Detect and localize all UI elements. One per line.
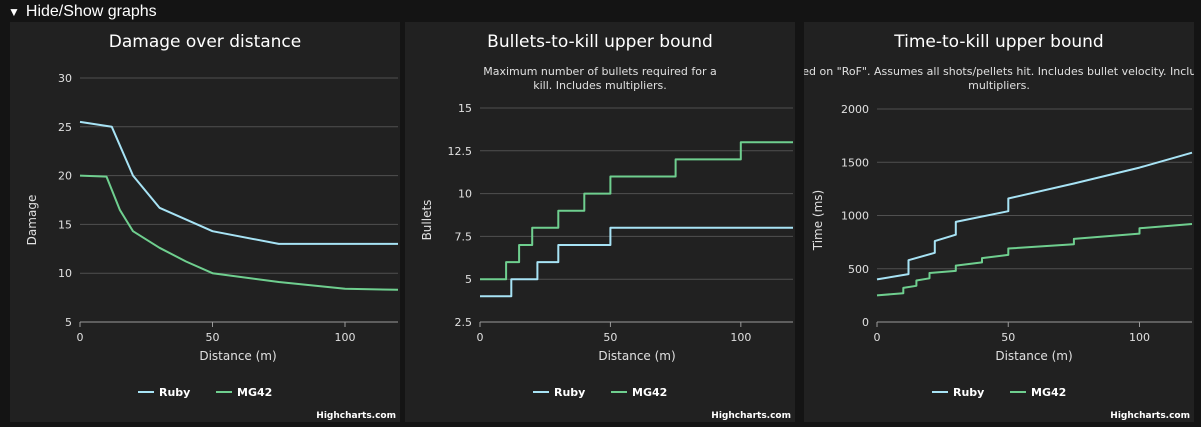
y-tick-label: 15 <box>458 102 472 115</box>
y-tick-label: 7.5 <box>455 230 473 243</box>
y-tick-label: 20 <box>58 170 72 183</box>
legend-label: Ruby <box>953 386 984 399</box>
x-axis-label: Distance (m) <box>995 349 1072 363</box>
chart-bullets-svg: Bullets-to-kill upper bound Maximum numb… <box>420 32 793 421</box>
y-tick-label: 12.5 <box>448 145 473 158</box>
chart-panel-time: Time-to-kill upper bound Based on "RoF".… <box>804 22 1194 422</box>
y-tick-label: 10 <box>58 267 72 280</box>
legend-label: MG42 <box>632 386 667 399</box>
y-tick-label: 25 <box>58 121 72 134</box>
y-tick-label: 500 <box>848 263 869 276</box>
legend-label: Ruby <box>159 386 190 399</box>
legend-item-ruby[interactable]: Ruby <box>533 386 585 399</box>
legend-item-mg42[interactable]: MG42 <box>216 386 272 399</box>
y-tick-label: 1500 <box>841 156 869 169</box>
y-axis-label: Time (ms) <box>811 190 825 252</box>
legend-label: MG42 <box>1031 386 1066 399</box>
y-tick-label: 5 <box>465 273 472 286</box>
y-tick-label: 2000 <box>841 103 869 116</box>
series-line-ruby[interactable] <box>79 120 398 245</box>
legend-item-ruby[interactable]: Ruby <box>138 386 190 399</box>
x-tick-label: 100 <box>1129 331 1150 344</box>
x-tick-label: 100 <box>335 331 356 344</box>
x-tick-label: 50 <box>206 331 220 344</box>
triangle-down-icon: ▼ <box>8 5 20 19</box>
chart-panel-damage: Damage over distance 5 10 15 20 25 30 0 50 100 D… <box>10 22 400 422</box>
toggle-label: Hide/Show graphs <box>25 3 157 20</box>
chart-panel-bullets: Bullets-to-kill upper bound Maximum numb… <box>405 22 795 422</box>
series-line-mg42[interactable] <box>876 223 1193 297</box>
hide-show-graphs-toggle[interactable]: ▼ Hide/Show graphs <box>8 3 157 21</box>
chart-subtitle-line1: Based on "RoF". Assumes all shots/pellet… <box>804 65 1194 78</box>
y-tick-label: 1000 <box>841 210 869 223</box>
y-axis-label: Damage <box>25 195 39 246</box>
x-tick-label: 0 <box>477 331 484 344</box>
x-tick-label: 50 <box>1001 331 1015 344</box>
y-tick-label: 15 <box>58 218 72 231</box>
x-axis-label: Distance (m) <box>598 349 675 363</box>
legend-label: Ruby <box>554 386 585 399</box>
highcharts-credit[interactable]: Highcharts.com <box>316 411 396 421</box>
y-tick-label: 0 <box>862 316 869 329</box>
legend-item-ruby[interactable]: Ruby <box>932 386 984 399</box>
y-axis-label: Bullets <box>420 200 434 241</box>
x-tick-label: 0 <box>77 331 84 344</box>
x-tick-label: 50 <box>603 331 617 344</box>
y-tick-label: 30 <box>58 72 72 85</box>
x-tick-label: 100 <box>730 331 751 344</box>
chart-title: Bullets-to-kill upper bound <box>487 32 713 52</box>
y-tick-label: 2.5 <box>455 316 473 329</box>
x-tick-label: 0 <box>874 331 881 344</box>
series-line-mg42[interactable] <box>480 141 793 281</box>
chart-title: Damage over distance <box>109 32 302 52</box>
chart-subtitle-line1: Maximum number of bullets required for a <box>483 65 717 78</box>
legend-label: MG42 <box>237 386 272 399</box>
chart-damage-svg: Damage over distance 5 10 15 20 25 30 0 50 100 D… <box>25 32 399 421</box>
chart-subtitle-line2: kill. Includes multipliers. <box>533 79 667 92</box>
chart-subtitle-line2: multipliers. <box>968 79 1030 92</box>
chart-time-svg: Time-to-kill upper bound Based on "RoF".… <box>804 32 1194 421</box>
series-line-ruby[interactable] <box>876 151 1193 281</box>
chart-title: Time-to-kill upper bound <box>893 32 1103 52</box>
legend-item-mg42[interactable]: MG42 <box>611 386 667 399</box>
highcharts-credit[interactable]: Highcharts.com <box>1110 411 1190 421</box>
x-axis-label: Distance (m) <box>199 349 276 363</box>
legend-item-mg42[interactable]: MG42 <box>1010 386 1066 399</box>
series-line-mg42[interactable] <box>79 174 399 291</box>
y-tick-label: 10 <box>458 188 472 201</box>
series-line-ruby[interactable] <box>480 226 793 298</box>
y-tick-label: 5 <box>65 316 72 329</box>
highcharts-credit[interactable]: Highcharts.com <box>711 411 791 421</box>
